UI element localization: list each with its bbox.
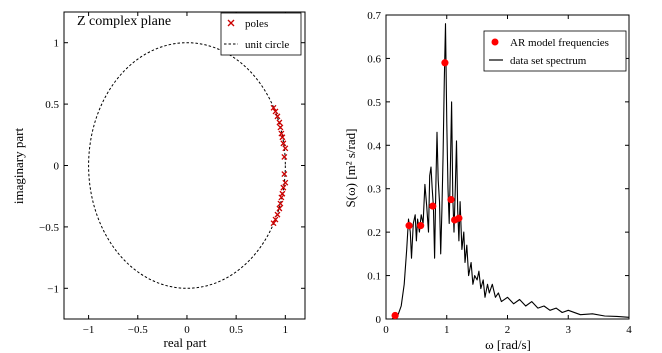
spectrum-xtick-label: 4 <box>626 324 632 336</box>
z-plane-ytick-label: 0.5 <box>45 99 59 111</box>
spectrum-ytick-label: 0 <box>376 314 382 326</box>
ar-frequency-point <box>429 202 437 210</box>
pole-marker <box>280 184 287 191</box>
spectrum-ytick-label: 0.3 <box>367 184 381 196</box>
pole-marker <box>279 134 286 141</box>
spectrum-legend: AR model frequencies data set spectrum <box>483 30 627 72</box>
z-plane-legend-box <box>220 12 302 56</box>
ar-frequency-point <box>405 222 413 230</box>
spectrum-ytick-label: 0.4 <box>367 140 381 152</box>
pole-marker <box>276 119 283 126</box>
pole-marker <box>279 190 286 197</box>
z-plane-ytick-label: 1 <box>54 38 60 50</box>
spectrum-ytick-label: 0.7 <box>367 10 381 22</box>
z-plane-xtick-label: 1 <box>283 324 289 336</box>
z-plane-xtick-label: −0.5 <box>128 324 148 336</box>
z-plane-xlabel: real part <box>164 335 207 350</box>
pole-marker <box>272 216 279 223</box>
z-plane-chart: −1 −0.5 0 0.5 1 −1 −0.5 0 0.5 1 Z complex plane r… <box>11 11 306 350</box>
z-plane-ylabel: imaginary part <box>11 128 26 205</box>
spectrum-xtick-label: 2 <box>505 324 511 336</box>
z-plane-xtick-label: 0.5 <box>229 324 243 336</box>
pole-marker <box>274 211 281 218</box>
ar-frequency-point <box>455 214 463 222</box>
pole-marker <box>270 104 277 111</box>
pole-marker <box>282 179 289 186</box>
pole-marker <box>281 171 288 178</box>
spectrum-chart: 0 1 2 3 4 0 0.1 0.2 0.3 0.4 0.5 0.6 0.7 ω [rad/s] S(… <box>343 10 632 352</box>
spectrum-ytick-label: 0.6 <box>367 53 381 65</box>
z-plane-xtick-label: −1 <box>83 324 95 336</box>
ar-frequency-point <box>417 222 425 230</box>
spectrum-xtick-label: 0 <box>383 324 389 336</box>
z-plane-xtick-label: 0 <box>184 324 190 336</box>
legend-label-unit-circle: unit circle <box>245 39 289 51</box>
pole-marker <box>276 205 283 212</box>
spectrum-ytick-label: 0.2 <box>367 227 381 239</box>
z-plane-legend: poles unit circle <box>220 12 302 56</box>
pole-marker <box>277 124 284 131</box>
pole-marker <box>277 200 284 207</box>
z-plane-ytick-label: −0.5 <box>39 222 59 234</box>
pole-marker <box>274 113 281 120</box>
pole-marker <box>272 108 279 115</box>
spectrum-xtick-label: 1 <box>444 324 450 336</box>
spectrum-xlabel: ω [rad/s] <box>485 337 531 352</box>
spectrum-ytick-label: 0.1 <box>367 271 381 283</box>
ar-frequency-point <box>441 59 449 67</box>
pole-marker <box>270 220 277 227</box>
spectrum-ytick-label: 0.5 <box>367 97 381 109</box>
unit-circle <box>88 42 286 289</box>
legend-label-ar-frequencies: AR model frequencies <box>510 37 609 49</box>
spectrum-legend-box <box>483 30 627 72</box>
z-plane-ytick-label: −1 <box>47 283 59 295</box>
ar-frequency-point <box>391 311 399 320</box>
pole-marker <box>282 145 289 152</box>
ar-frequency-point <box>447 195 455 204</box>
spectrum-xtick-label: 3 <box>566 324 572 336</box>
z-plane-title: Z complex plane <box>77 14 171 29</box>
legend-marker-ar-frequencies <box>491 38 499 46</box>
z-plane-ytick-label: 0 <box>54 161 60 173</box>
legend-label-data-spectrum: data set spectrum <box>510 55 587 67</box>
z-plane-plot-frame <box>63 11 306 320</box>
spectrum-ylabel: S(ω) [m² s/rad] <box>343 129 358 208</box>
legend-marker-poles <box>227 19 235 27</box>
pole-marker <box>281 153 288 160</box>
legend-label-poles: poles <box>245 18 268 30</box>
pole-marker <box>280 140 287 147</box>
